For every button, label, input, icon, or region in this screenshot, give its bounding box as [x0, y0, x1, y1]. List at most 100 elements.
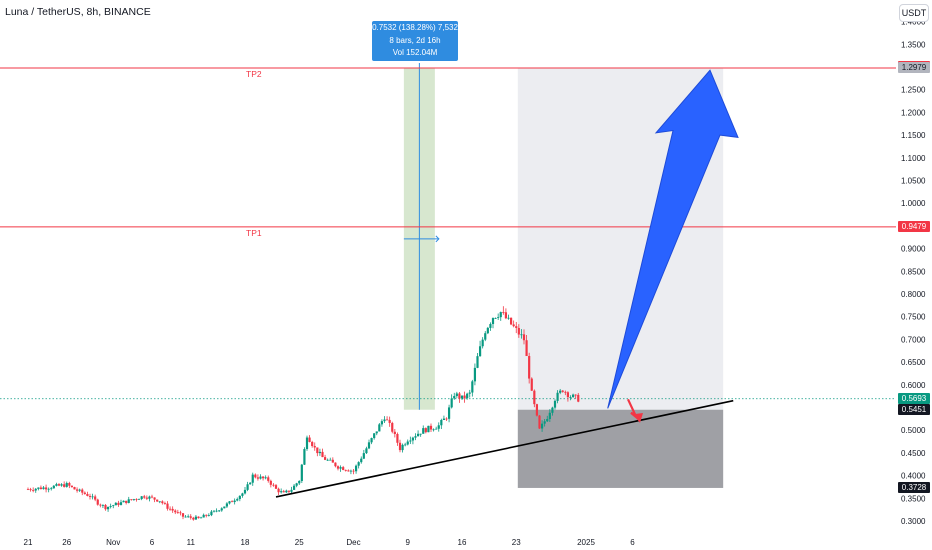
- candle[interactable]: [499, 311, 502, 321]
- candle[interactable]: [101, 504, 105, 509]
- candle[interactable]: [269, 479, 272, 488]
- candle[interactable]: [515, 321, 518, 334]
- candle[interactable]: [388, 416, 391, 427]
- candle[interactable]: [556, 390, 559, 404]
- candle[interactable]: [78, 488, 81, 493]
- candle[interactable]: [460, 395, 464, 401]
- candle[interactable]: [230, 500, 234, 503]
- candle[interactable]: [383, 416, 386, 423]
- candle[interactable]: [168, 506, 172, 511]
- candle[interactable]: [486, 326, 489, 335]
- candle[interactable]: [329, 457, 332, 461]
- candle[interactable]: [378, 423, 381, 432]
- candle[interactable]: [256, 474, 260, 481]
- candle[interactable]: [442, 415, 446, 421]
- candle[interactable]: [375, 431, 378, 436]
- candle[interactable]: [385, 416, 389, 421]
- candle[interactable]: [274, 483, 278, 490]
- candle[interactable]: [140, 496, 143, 501]
- candle[interactable]: [228, 501, 231, 505]
- candle[interactable]: [347, 469, 350, 472]
- candle[interactable]: [305, 435, 309, 451]
- candle[interactable]: [416, 430, 420, 437]
- candle[interactable]: [161, 500, 164, 505]
- candle[interactable]: [414, 433, 417, 441]
- candle[interactable]: [445, 417, 448, 421]
- candle[interactable]: [81, 488, 84, 496]
- candle[interactable]: [125, 500, 128, 505]
- candle[interactable]: [145, 495, 148, 501]
- candle[interactable]: [189, 514, 192, 520]
- candle[interactable]: [207, 513, 210, 517]
- candle[interactable]: [292, 484, 296, 491]
- candle[interactable]: [396, 432, 399, 446]
- candle[interactable]: [481, 337, 484, 349]
- candle[interactable]: [502, 306, 505, 315]
- candle[interactable]: [158, 501, 161, 504]
- candle[interactable]: [261, 476, 265, 481]
- candle[interactable]: [478, 340, 482, 357]
- candle[interactable]: [411, 436, 415, 445]
- candle[interactable]: [313, 442, 316, 451]
- candle[interactable]: [192, 516, 195, 521]
- candle[interactable]: [566, 391, 570, 402]
- candle[interactable]: [525, 334, 528, 357]
- candle[interactable]: [220, 507, 223, 512]
- candle[interactable]: [362, 449, 365, 460]
- candle[interactable]: [187, 514, 190, 518]
- candle[interactable]: [391, 421, 394, 434]
- candle[interactable]: [272, 483, 275, 487]
- candle[interactable]: [435, 426, 438, 430]
- candle[interactable]: [509, 317, 513, 326]
- candle[interactable]: [577, 392, 580, 403]
- candle[interactable]: [473, 363, 477, 386]
- candle[interactable]: [553, 399, 557, 410]
- candle[interactable]: [194, 515, 198, 520]
- candle[interactable]: [458, 391, 461, 403]
- candle[interactable]: [424, 427, 427, 434]
- candle[interactable]: [432, 428, 435, 432]
- candle[interactable]: [476, 352, 479, 369]
- candle[interactable]: [298, 480, 301, 485]
- candle[interactable]: [104, 503, 107, 511]
- candle[interactable]: [494, 317, 497, 320]
- candle[interactable]: [484, 331, 487, 342]
- candle[interactable]: [156, 499, 159, 502]
- candle[interactable]: [393, 428, 396, 438]
- candle[interactable]: [497, 313, 500, 320]
- candle[interactable]: [223, 506, 226, 509]
- candle[interactable]: [184, 514, 187, 518]
- candle[interactable]: [334, 462, 337, 468]
- candle[interactable]: [57, 483, 61, 487]
- candle[interactable]: [65, 481, 68, 488]
- candle[interactable]: [150, 494, 154, 499]
- candle[interactable]: [171, 506, 174, 513]
- candle[interactable]: [323, 454, 327, 461]
- candle[interactable]: [32, 487, 35, 493]
- candle[interactable]: [117, 500, 120, 507]
- candle[interactable]: [538, 415, 541, 429]
- candle[interactable]: [300, 463, 303, 484]
- candle[interactable]: [176, 509, 179, 514]
- candle[interactable]: [109, 503, 112, 509]
- candle[interactable]: [427, 425, 430, 433]
- candle[interactable]: [370, 437, 373, 445]
- candle[interactable]: [137, 498, 141, 500]
- candle[interactable]: [571, 393, 575, 398]
- stop-zone[interactable]: [517, 409, 724, 488]
- candle[interactable]: [39, 485, 43, 490]
- target-up-arrow-icon[interactable]: [607, 69, 739, 409]
- candle[interactable]: [282, 489, 285, 493]
- candle[interactable]: [287, 490, 291, 493]
- candle[interactable]: [453, 392, 456, 400]
- candle[interactable]: [60, 483, 63, 487]
- candle[interactable]: [44, 484, 48, 493]
- candle[interactable]: [551, 406, 554, 416]
- candle[interactable]: [233, 498, 236, 505]
- candle[interactable]: [264, 475, 267, 480]
- candle[interactable]: [308, 435, 311, 443]
- candle[interactable]: [419, 433, 422, 437]
- candle[interactable]: [267, 475, 270, 483]
- candle[interactable]: [181, 513, 185, 520]
